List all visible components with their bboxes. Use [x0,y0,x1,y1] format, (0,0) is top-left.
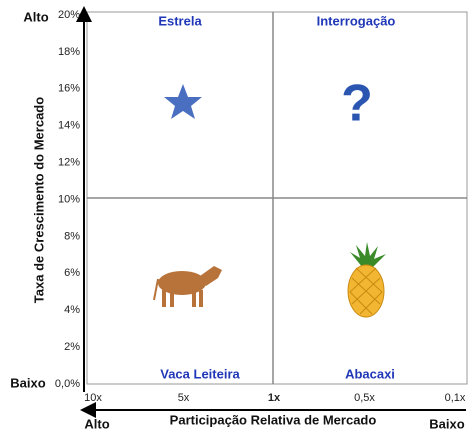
quadrant-label: Abacaxi [345,366,395,381]
x-tick-label: 10x [84,392,102,404]
quadrant-label: Interrogação [317,13,396,28]
y-tick-label: 16% [58,83,80,95]
x-title: Participação Relativa de Mercado [170,412,377,427]
y-tick-label: 20% [58,9,80,21]
y-low: Baixo [10,375,45,390]
x-low: Baixo [429,416,464,431]
x-tick-label: 0,1x [445,392,466,404]
y-tick-label: 0,0% [55,378,80,390]
y-title: Taxa de Crescimento do Mercado [31,97,46,303]
y-tick-label: 18% [58,46,80,58]
y-tick-label: 6% [64,267,80,279]
quadrant-label: Vaca Leiteira [160,366,240,381]
y-tick-label: 14% [58,120,80,132]
y-tick-label: 8% [64,230,80,242]
y-high: Alto [23,9,48,24]
pineapple-icon [347,242,386,318]
quadrant-label: Estrela [158,13,202,28]
star-icon [164,84,202,119]
y-tick-label: 2% [64,341,80,353]
cow-icon [153,266,222,307]
y-tick-label: 4% [64,304,80,316]
x-tick-label: 5x [178,392,190,404]
x-high: Alto [84,416,109,431]
y-tick-label: 10% [58,193,80,205]
x-tick-label: 0,5x [354,392,375,404]
y-tick-label: 12% [58,157,80,169]
x-tick-label: 1x [268,392,281,404]
question-icon: ? [341,75,373,133]
